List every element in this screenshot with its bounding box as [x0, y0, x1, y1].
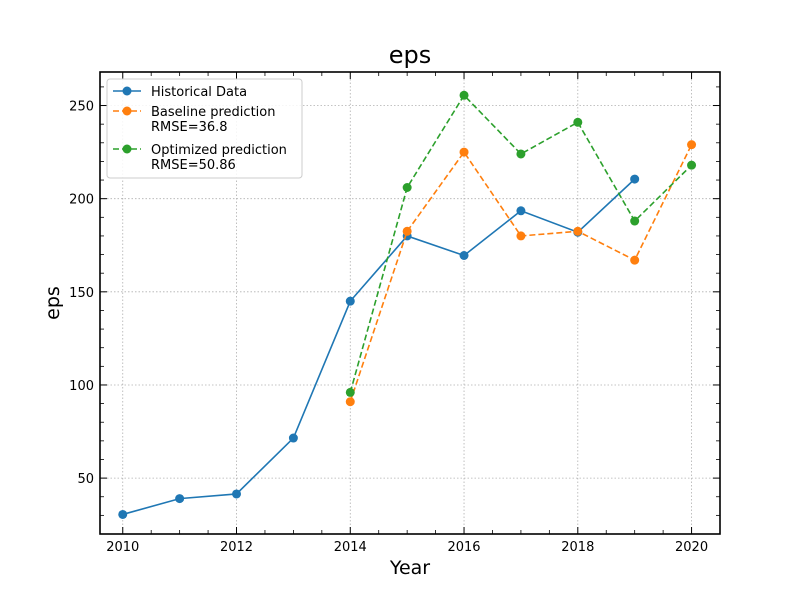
y-tick-label: 200 [69, 193, 94, 208]
series-layer [118, 90, 697, 519]
data-point [516, 206, 526, 216]
x-tick-label: 2010 [106, 540, 139, 555]
data-point [630, 216, 640, 226]
y-tick-label: 250 [69, 100, 94, 115]
data-point [118, 509, 128, 519]
ticks: 2010 2012 2014 2016 2018 2020 50 100 150 200 250 [69, 72, 721, 555]
data-point [345, 397, 355, 407]
x-tick-label: 2016 [447, 540, 480, 555]
data-point [232, 489, 242, 499]
legend-label: Optimized prediction [151, 143, 287, 158]
y-tick-label: 150 [69, 286, 94, 301]
data-point [345, 296, 355, 306]
x-tick-label: 2018 [561, 540, 594, 555]
series-line [122, 178, 636, 516]
data-point [516, 149, 526, 159]
y-tick-label: 100 [69, 379, 94, 394]
legend-label: Historical Data [151, 85, 247, 100]
data-point [175, 494, 185, 504]
legend-label: RMSE=36.8 [151, 120, 228, 135]
x-tick-label: 2020 [675, 540, 708, 555]
data-point [687, 160, 697, 170]
series-2 [345, 90, 697, 397]
data-point [573, 117, 583, 127]
data-point [516, 231, 526, 241]
y-axis-label: eps [42, 286, 64, 320]
data-point [459, 250, 469, 260]
legend-label: RMSE=50.86 [151, 158, 236, 173]
data-point [345, 387, 355, 397]
legend-label: Baseline prediction [151, 105, 275, 120]
chart-title: eps [389, 41, 432, 69]
data-point [687, 140, 697, 150]
legend-marker [122, 86, 132, 96]
series-1 [345, 140, 697, 407]
x-tick-label: 2014 [334, 540, 367, 555]
data-point [459, 147, 469, 157]
data-point [630, 174, 640, 184]
legend-marker [122, 106, 132, 116]
data-point [459, 90, 469, 100]
x-axis-label: Year [389, 557, 430, 579]
data-point [402, 183, 412, 192]
legend-marker [122, 144, 132, 154]
x-tick-label: 2012 [220, 540, 253, 555]
y-tick-label: 50 [77, 472, 94, 487]
data-point [402, 226, 412, 236]
legend: Historical Data Baseline predictionRMSE=3… [106, 78, 303, 179]
data-point [288, 433, 298, 443]
data-point [573, 226, 583, 236]
data-point [630, 255, 640, 265]
legend-box [106, 78, 303, 179]
plot-frame [99, 71, 721, 535]
